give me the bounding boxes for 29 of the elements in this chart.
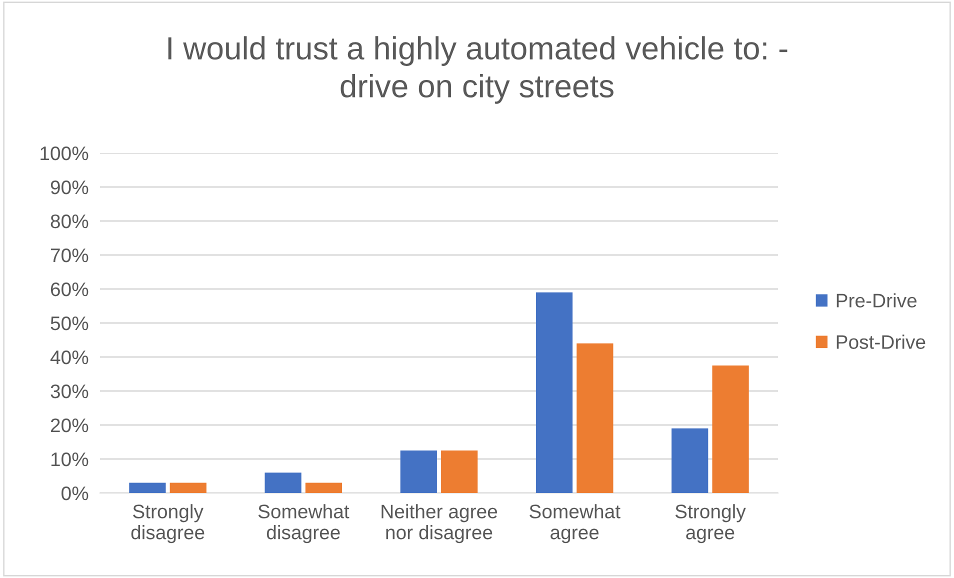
y-tick-label: 50% xyxy=(50,316,88,330)
y-tick-label: 60% xyxy=(50,282,88,296)
bar xyxy=(400,450,437,493)
bar xyxy=(170,482,206,493)
y-tick-label: 0% xyxy=(62,486,88,500)
y-tick-label: 80% xyxy=(50,214,88,228)
x-tick-label: Strongly agree xyxy=(675,504,746,544)
bar xyxy=(264,472,302,493)
y-tick-label: 10% xyxy=(51,452,88,466)
y-tick-label: 20% xyxy=(50,418,88,432)
y-tick-label: 90% xyxy=(50,180,88,194)
y-tick-label: 100% xyxy=(40,146,88,160)
y-tick-label: 40% xyxy=(50,350,88,364)
y-tick-label: 70% xyxy=(50,248,88,262)
bar xyxy=(129,482,166,493)
bar xyxy=(672,428,708,493)
bar xyxy=(576,343,614,493)
x-tick-label: Somewhat agree xyxy=(530,504,620,544)
bar xyxy=(305,482,342,493)
y-tick-label: 30% xyxy=(50,384,88,398)
legend-label: Post-Drive xyxy=(836,334,926,349)
bar xyxy=(536,292,573,493)
x-tick-label: Neither agree nor disagree xyxy=(382,504,498,544)
bar xyxy=(441,450,478,493)
legend-label: Pre-Drive xyxy=(836,293,917,308)
x-tick-label: Strongly disagree xyxy=(131,504,204,544)
x-tick-label: Somewhat disagree xyxy=(258,504,350,544)
bar xyxy=(712,366,749,493)
chart-title: I would trust a highly automated vehicle to: - drive on city streets xyxy=(168,36,788,104)
